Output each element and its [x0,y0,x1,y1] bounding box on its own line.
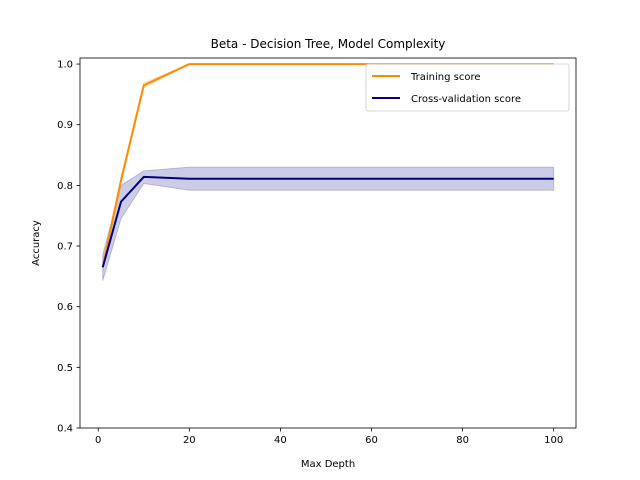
y-tick-label: 0.9 [57,120,73,131]
chart-title: Beta - Decision Tree, Model Complexity [211,37,446,51]
x-tick-label: 80 [456,435,469,446]
series-line-0 [101,63,554,267]
y-tick-label: 0.6 [57,302,73,313]
y-tick-label: 1.0 [57,60,73,71]
y-tick-label: 0.5 [57,363,73,374]
y-tick-label: 0.4 [57,424,73,435]
legend-box [365,63,570,112]
series-line-1 [101,175,554,268]
x-axis-label: Max Depth [301,459,355,470]
legend: Training score Cross-validation score [365,63,570,112]
y-axis-label: Accuracy [31,220,42,266]
x-tick-label: 100 [544,435,563,446]
plot-frame [79,57,577,429]
y-tick-label: 0.8 [57,181,73,192]
x-tick-label: 60 [365,435,378,446]
legend-label-1: Cross-validation score [411,94,521,105]
y-tick-label: 0.7 [57,242,73,253]
x-tick-label: 40 [274,435,287,446]
x-tick-label: 20 [183,435,196,446]
legend-label-0: Training score [410,72,481,83]
x-tick-label: 0 [95,435,101,446]
